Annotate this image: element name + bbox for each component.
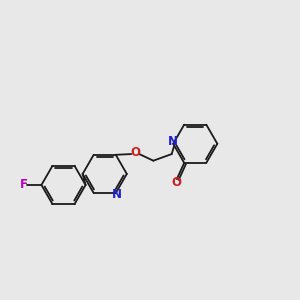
Text: O: O bbox=[130, 146, 140, 159]
Text: F: F bbox=[20, 178, 28, 191]
Text: N: N bbox=[167, 135, 177, 148]
Text: N: N bbox=[112, 188, 122, 201]
Text: O: O bbox=[172, 176, 182, 189]
